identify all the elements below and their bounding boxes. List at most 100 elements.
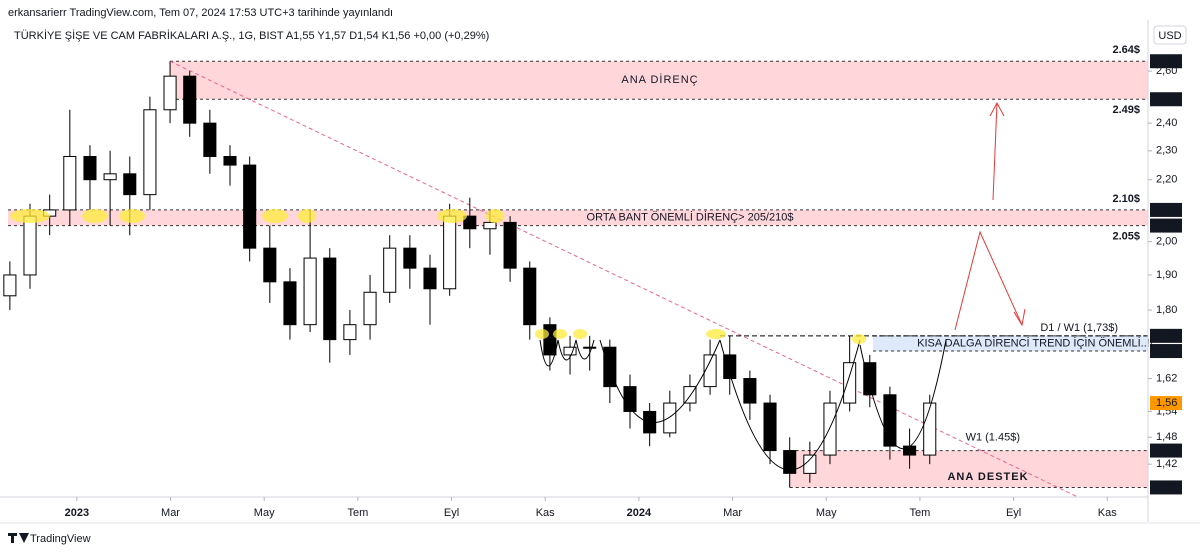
candle-body — [803, 454, 817, 474]
price-label-box — [1150, 202, 1182, 217]
candle-body — [263, 247, 277, 283]
arrow — [954, 230, 1023, 331]
candle-body — [23, 215, 37, 276]
arrowhead — [1013, 308, 1026, 327]
highlight — [82, 209, 108, 223]
x-tick-label: Kas — [1098, 507, 1117, 519]
candle-body — [83, 155, 97, 181]
arrow — [989, 101, 1005, 201]
zone — [873, 335, 1148, 352]
price-label: 2,49 — [1156, 93, 1177, 105]
currency-box — [1153, 25, 1187, 45]
x-tick-label: Eyl — [444, 507, 459, 519]
level-label: 2.05$ — [1112, 230, 1140, 242]
level-label: 2.64$ — [1112, 44, 1140, 56]
price-label: 1,45 — [1156, 444, 1177, 456]
candle-body — [823, 402, 837, 456]
zone-label: ANA DİRENÇ — [621, 73, 698, 86]
price-label: 1,69 — [1156, 345, 1177, 357]
price-label-box — [1150, 54, 1182, 69]
x-tick-label: Mar — [161, 507, 180, 519]
y-tick-label: 1,90 — [1156, 269, 1177, 281]
x-tick-label: Mar — [723, 507, 742, 519]
candle-body — [683, 386, 697, 404]
candle-body — [123, 173, 137, 196]
price-label: 2,05 — [1156, 219, 1177, 231]
y-tick-label: 1,48 — [1156, 431, 1177, 443]
x-tick-label: May — [816, 507, 837, 519]
candle-body — [843, 362, 857, 404]
x-tick-label: Tem — [910, 507, 931, 519]
candle-body — [223, 155, 237, 166]
x-tick-label: Tem — [347, 507, 368, 519]
zone — [789, 450, 1148, 488]
cup-arc — [859, 339, 947, 450]
candle-body — [243, 164, 257, 249]
candle-body — [103, 173, 117, 181]
candle-body — [183, 75, 197, 124]
zone-label: KISA DALGA DİRENCİ TREND İÇİN ÖNEMLİ..!! — [917, 336, 1153, 349]
zone-label: ANA DESTEK — [947, 471, 1028, 483]
candle-body — [3, 274, 17, 297]
candle-body — [663, 402, 677, 434]
candle-body — [743, 378, 757, 404]
candle-body — [903, 445, 917, 456]
level-label: 2.10$ — [1112, 193, 1140, 205]
candle-body — [383, 247, 397, 293]
candle-body — [163, 75, 177, 111]
candle-body — [543, 324, 557, 356]
price-label-box — [1150, 480, 1182, 495]
highlight — [10, 209, 50, 223]
x-tick-label: May — [254, 507, 275, 519]
highlights — [10, 209, 866, 344]
level-label: W1 (1.45$) — [966, 431, 1020, 443]
candle-body — [63, 155, 77, 211]
zone — [170, 61, 1149, 100]
price-label: 1,37 — [1156, 481, 1177, 493]
price-label-box — [1150, 328, 1182, 343]
candle-body — [503, 221, 517, 269]
highlight — [852, 334, 866, 344]
cup-arc — [599, 339, 721, 423]
highlight — [262, 209, 288, 223]
price-label-box — [1150, 218, 1182, 233]
level-label: D1 / W1 (1,73$) — [1040, 322, 1118, 334]
candle-body — [523, 267, 537, 326]
zone — [8, 209, 1148, 226]
price-label: 1,73 — [1156, 330, 1177, 342]
candle-body — [423, 267, 437, 290]
footer: TradingView — [30, 533, 91, 545]
candle-body — [443, 215, 457, 290]
candle-body — [763, 402, 777, 452]
highlight — [486, 209, 504, 223]
last-price-box — [1150, 396, 1182, 411]
candle-body — [483, 221, 497, 230]
zone-label: ORTA BANT ÖNEMLİ DİRENÇ> 205/210$ — [587, 211, 794, 224]
highlight — [706, 329, 726, 339]
small-arcs — [539, 339, 595, 367]
highlight — [119, 209, 145, 223]
candle-body — [783, 450, 797, 474]
y-tick-label: 2,00 — [1156, 236, 1177, 248]
candle-body — [723, 354, 737, 380]
candle-body — [403, 247, 417, 269]
candle-body — [563, 346, 577, 356]
x-tick-label: 2023 — [65, 507, 89, 519]
last-price-label: 1,56 — [1156, 397, 1177, 409]
candle-body — [923, 402, 937, 456]
price-label: 2,10 — [1156, 204, 1177, 216]
x-tick-label: 2024 — [627, 507, 652, 519]
candle-body — [463, 215, 477, 230]
highlight — [573, 329, 587, 339]
y-tick-label: 2,30 — [1156, 145, 1177, 157]
candle-body — [583, 346, 597, 349]
price-label: 2,64 — [1156, 55, 1178, 67]
candle-body — [703, 354, 717, 388]
y-tick-label: 1,62 — [1156, 372, 1177, 384]
highlight — [553, 329, 567, 339]
highlight — [535, 329, 549, 339]
candle-body — [363, 291, 377, 326]
price-label-box — [1150, 443, 1182, 458]
candle-body — [203, 122, 217, 157]
